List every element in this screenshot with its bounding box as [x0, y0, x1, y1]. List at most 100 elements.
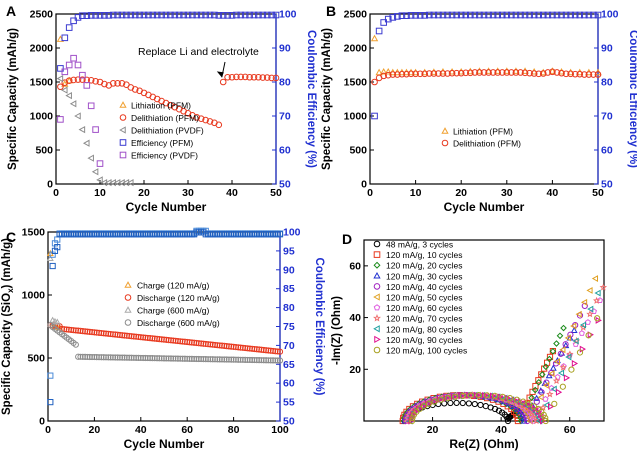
data-point [126, 178, 134, 187]
data-point [239, 356, 246, 363]
data-point [153, 335, 161, 342]
data-point [87, 12, 95, 19]
legend-label: 120 mA/g, 80 cycles [386, 324, 463, 334]
data-point [567, 70, 574, 78]
data-point [158, 336, 165, 343]
data-point [101, 80, 108, 88]
data-point [123, 332, 130, 339]
data-point [121, 332, 128, 339]
data-point [216, 342, 223, 349]
data-point [77, 353, 84, 360]
data-point [88, 329, 96, 336]
data-point [592, 296, 601, 304]
data-point [137, 354, 144, 362]
data-point [521, 69, 529, 77]
data-point [57, 65, 64, 72]
data-point [121, 354, 128, 361]
data-point [517, 11, 524, 19]
data-point [448, 69, 456, 77]
data-point [65, 326, 72, 333]
x-tick-label: 30 [182, 187, 194, 199]
data-point [49, 262, 56, 270]
data-point [554, 373, 561, 380]
data-point [439, 70, 447, 77]
data-point [233, 73, 240, 81]
y-tick-label: 40 [349, 312, 361, 324]
data-point [246, 73, 253, 81]
data-point [142, 354, 149, 362]
data-point [175, 11, 183, 19]
data-point [507, 396, 515, 404]
data-point [272, 11, 280, 19]
data-point [114, 80, 121, 87]
data-point [204, 341, 212, 348]
data-point [548, 384, 555, 391]
data-point [130, 354, 137, 361]
data-point [246, 345, 253, 352]
data-point [61, 34, 69, 42]
data-point [265, 357, 272, 364]
data-point [242, 356, 249, 363]
data-point [269, 357, 277, 364]
data-point [54, 244, 61, 251]
panel-label: C [6, 229, 16, 245]
data-point [267, 357, 274, 364]
y2-tick-label: 65 [283, 359, 295, 371]
data-point [576, 70, 584, 78]
data-point [471, 400, 478, 408]
data-point [87, 102, 95, 110]
x-tick-label: 100 [271, 424, 289, 436]
data-point [202, 11, 209, 19]
legend-label: Charge (600 mA/g) [137, 306, 209, 316]
data-point [119, 354, 126, 361]
legend-marker [373, 325, 380, 333]
legend-marker [441, 127, 449, 134]
data-point [60, 86, 68, 94]
data-point [430, 398, 437, 406]
data-point [135, 333, 142, 341]
data-point [126, 354, 133, 361]
x-tick-label: 0 [367, 187, 373, 199]
data-point [398, 12, 406, 19]
data-point [167, 355, 175, 362]
legend-label: 120 mA/g, 60 cycles [386, 303, 463, 313]
data-point [560, 324, 567, 332]
data-point [184, 11, 192, 19]
data-point [572, 337, 579, 345]
y2-tick-label: 80 [601, 77, 613, 89]
data-point [542, 395, 549, 402]
data-point [412, 12, 419, 19]
data-point [93, 329, 100, 336]
legend-label: Delithiation (PVDF) [131, 126, 204, 136]
data-point [184, 338, 191, 346]
data-point [211, 341, 219, 349]
data-point [56, 74, 64, 83]
data-point [568, 366, 575, 373]
series-lithiation-pfm- [56, 35, 73, 87]
annotation-arrowhead [216, 71, 224, 78]
data-point [562, 341, 570, 349]
legend-marker [124, 281, 132, 288]
data-point [482, 403, 489, 410]
data-point [576, 312, 584, 319]
legend-marker [374, 335, 381, 344]
data-point [494, 11, 501, 19]
x-tick-label: 50 [270, 187, 282, 199]
data-point [95, 329, 103, 336]
data-point [551, 400, 558, 407]
data-point [165, 355, 172, 362]
y-tick-label: 500 [35, 145, 53, 157]
y-tick-label: 20 [349, 364, 361, 376]
data-point [112, 331, 119, 338]
data-point [202, 340, 209, 348]
data-point [146, 355, 154, 362]
data-point [485, 69, 492, 76]
y-tick-label: 2000 [30, 43, 54, 55]
data-point [207, 356, 214, 363]
x-tick-label: 0 [45, 424, 51, 436]
legend-marker [124, 294, 132, 301]
data-point [530, 11, 538, 19]
data-point [237, 11, 245, 19]
series-120-ma-g-100-cycles [408, 315, 601, 425]
